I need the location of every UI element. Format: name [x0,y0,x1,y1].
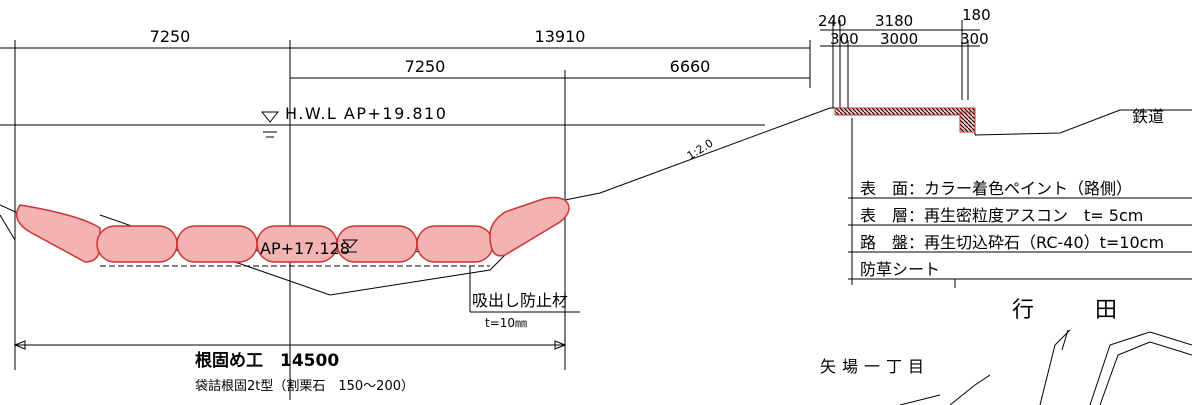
dimension: 3180 [875,12,913,30]
level-mark [341,239,359,253]
town: 田 [1095,298,1117,323]
material-label: 吸出し防止材 [472,291,568,310]
bank [0,107,1192,296]
dimension: 7250 [150,27,191,46]
slope-label: 1:2.0 [685,137,716,163]
dimension: 300 [830,30,859,48]
dimension-lines [0,40,811,400]
dimension: 根固め工 14500 [195,350,339,371]
layer: 表 面：カラー着色ペイント（路側） [860,179,1132,198]
dimension: 300 [960,30,989,48]
railway-label: 鉄道 [1132,107,1164,126]
water-line [0,111,765,138]
dimension: 180 [962,6,991,24]
dimension: 3000 [880,30,918,48]
dimension: 240 [818,12,847,30]
layer: 表 層：再生密粒度アスコン t= 5cm [860,206,1143,225]
bags [15,196,570,267]
layer-table [848,118,1192,288]
map-lines [899,329,1192,405]
curb [959,111,976,133]
layer: 路 盤：再生切込砕石（RC-40）t=10cm [860,233,1164,252]
thickness-label: t=10㎜ [485,316,527,330]
town: 行 [1012,298,1034,323]
dimension: 7250 [405,57,446,76]
dimension: 13910 [535,27,586,46]
bag-spec: 袋詰根固2t型（割栗石 150～200） [195,378,414,394]
district: 矢場一丁目 [820,357,930,376]
dimension: 6660 [670,57,711,76]
road-slab [834,107,976,116]
hwl-label: H.W.L AP+19.810 [285,104,447,123]
layer: 防草シート [860,260,940,279]
road-dims [820,20,980,108]
low-level-label: AP+17.128 [260,239,350,258]
